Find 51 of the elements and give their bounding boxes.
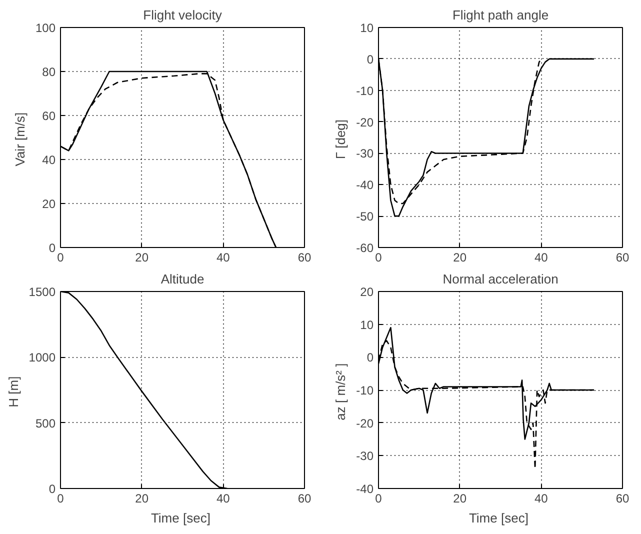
y-tick-label: 100 xyxy=(35,21,56,35)
y-tick-label: 10 xyxy=(360,21,374,35)
x-tick-label: 60 xyxy=(298,250,312,264)
y-tick-label: 20 xyxy=(360,285,374,299)
x-tick-label: 0 xyxy=(375,250,382,264)
x-tick-label: 0 xyxy=(375,492,382,506)
x-tick-label: 0 xyxy=(57,492,64,506)
y-tick-label: 500 xyxy=(35,416,56,430)
chart-title: Flight velocity xyxy=(143,8,222,22)
y-tick-label: 0 xyxy=(48,482,56,496)
x-tick-label: 40 xyxy=(534,492,548,506)
x-tick-label: 20 xyxy=(135,250,149,264)
y-tick-label: 0 xyxy=(366,52,374,66)
y-tick-label: 20 xyxy=(42,197,56,211)
y-axis-title: Vair [m/s] xyxy=(12,112,28,166)
y-tick-label: 1000 xyxy=(28,350,56,365)
x-tick-label: 60 xyxy=(616,250,630,264)
y-axis-title: H [m] xyxy=(6,376,21,408)
y-tick-label: 80 xyxy=(42,65,56,79)
y-tick-label: -30 xyxy=(356,449,374,464)
y-tick-label: -20 xyxy=(356,115,374,130)
y-tick-label: -10 xyxy=(356,84,374,98)
x-axis-title: Time [sec] xyxy=(468,510,528,526)
x-tick-label: 0 xyxy=(57,250,64,264)
y-tick-label: 0 xyxy=(366,350,374,365)
y-tick-label: -20 xyxy=(356,416,374,430)
y-axis-title: az [ m/s² ] xyxy=(333,363,348,420)
y-tick-label: -40 xyxy=(356,482,374,496)
x-tick-label: 40 xyxy=(216,250,230,264)
y-tick-label: -40 xyxy=(356,178,374,192)
y-tick-label: 10 xyxy=(360,318,374,332)
x-tick-label: 20 xyxy=(453,492,467,506)
x-tick-label: 40 xyxy=(534,250,548,264)
y-tick-label: 60 xyxy=(42,109,56,123)
chart-title: Flight path angle xyxy=(452,8,549,22)
y-tick-label: 1500 xyxy=(28,285,56,299)
y-axis-title: Γ [deg] xyxy=(333,119,348,160)
x-tick-label: 20 xyxy=(135,492,149,506)
x-tick-label: 60 xyxy=(298,492,312,506)
y-tick-label: 0 xyxy=(48,241,56,255)
y-tick-label: 40 xyxy=(42,153,56,167)
chart-title: Altitude xyxy=(160,272,204,286)
x-tick-label: 40 xyxy=(216,492,230,506)
x-tick-label: 60 xyxy=(616,492,630,506)
y-tick-label: -50 xyxy=(356,210,374,224)
y-tick-label: -30 xyxy=(356,146,374,161)
y-tick-label: -10 xyxy=(356,384,374,398)
x-tick-label: 20 xyxy=(453,250,467,264)
chart-title: Normal acceleration xyxy=(442,272,558,286)
x-axis-title: Time [sec] xyxy=(150,510,210,526)
y-tick-label: -60 xyxy=(356,241,374,255)
